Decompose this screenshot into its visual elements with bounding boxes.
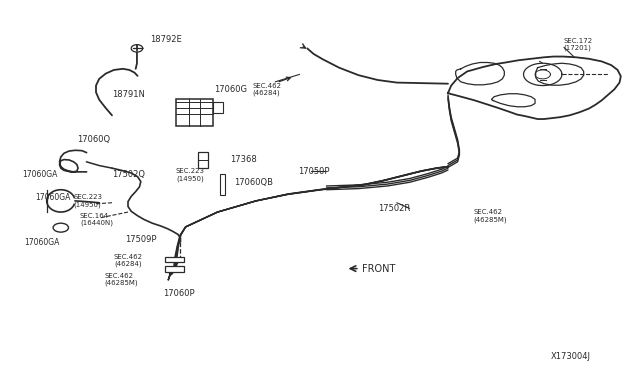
Text: 17509P: 17509P (125, 235, 156, 244)
Text: SEC.462
(46285M): SEC.462 (46285M) (474, 209, 508, 222)
Text: 17060P: 17060P (163, 289, 195, 298)
Text: 17060GA: 17060GA (24, 238, 60, 247)
Text: 17368: 17368 (230, 155, 257, 164)
Text: 17060G: 17060G (214, 85, 248, 94)
Text: 18791N: 18791N (112, 90, 145, 99)
FancyBboxPatch shape (165, 257, 184, 262)
Text: 18792E: 18792E (150, 35, 182, 44)
FancyBboxPatch shape (165, 266, 184, 272)
Text: SEC.223
(14950): SEC.223 (14950) (74, 194, 102, 208)
Text: 17050P: 17050P (298, 167, 329, 176)
Text: SEC.223
(14950): SEC.223 (14950) (176, 168, 205, 182)
FancyBboxPatch shape (176, 99, 213, 126)
Text: 17060GA: 17060GA (35, 193, 70, 202)
Text: SEC.462
(46285M): SEC.462 (46285M) (104, 273, 138, 286)
Text: 17060Q: 17060Q (77, 135, 110, 144)
Text: SEC.462
(46284): SEC.462 (46284) (114, 254, 143, 267)
Text: 17502R: 17502R (378, 204, 410, 213)
Text: 17060QB: 17060QB (234, 178, 273, 187)
Text: SEC.462
(46284): SEC.462 (46284) (253, 83, 282, 96)
Text: SEC.164
(16440N): SEC.164 (16440N) (80, 213, 113, 226)
Text: X173004J: X173004J (550, 352, 590, 361)
FancyBboxPatch shape (213, 102, 223, 113)
Text: 17060GA: 17060GA (22, 170, 58, 179)
FancyBboxPatch shape (220, 174, 225, 195)
FancyBboxPatch shape (198, 152, 208, 168)
Text: SEC.172
(17201): SEC.172 (17201) (563, 38, 593, 51)
Text: FRONT: FRONT (362, 264, 395, 273)
Text: 17502Q: 17502Q (112, 170, 145, 179)
